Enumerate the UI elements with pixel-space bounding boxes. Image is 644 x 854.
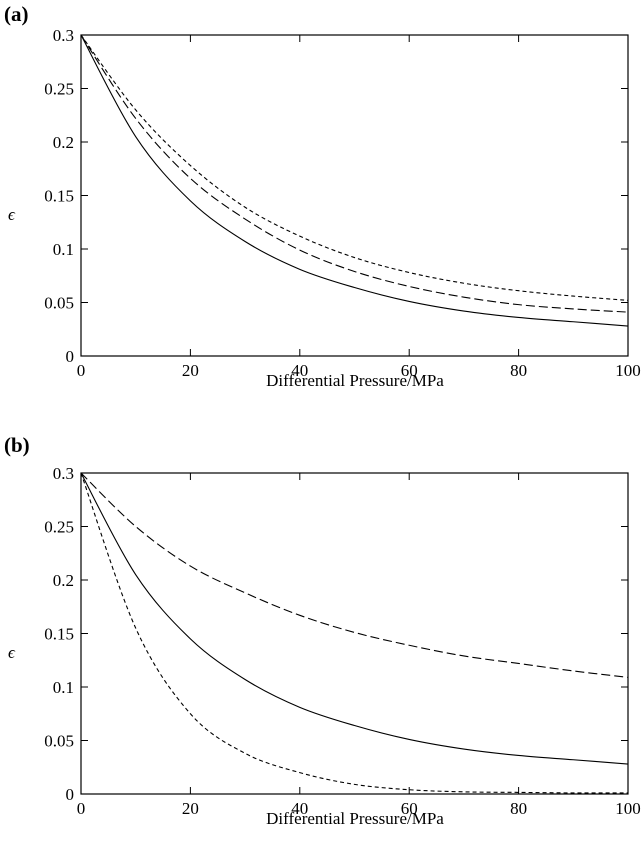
- x-tick-label: 40: [291, 799, 308, 818]
- y-tick-label: 0: [66, 785, 75, 804]
- series-line-long-dash: [80, 34, 629, 313]
- x-tick-label: 20: [182, 799, 199, 818]
- series-line-solid: [80, 472, 629, 765]
- series-line-solid: [80, 34, 629, 327]
- x-tick-label: 60: [401, 361, 418, 380]
- x-tick-label: 0: [77, 361, 86, 380]
- x-tick-label: 100: [615, 799, 641, 818]
- y-tick-label: 0: [66, 347, 75, 366]
- x-tick-label: 40: [291, 361, 308, 380]
- y-tick-label: 0.3: [53, 26, 74, 45]
- y-tick-label: 0.15: [44, 625, 74, 644]
- x-tick-label: 100: [615, 361, 641, 380]
- y-tick-label: 0.1: [53, 678, 74, 697]
- panel-label: (a): [4, 2, 29, 26]
- series-line-short-dash: [80, 472, 629, 794]
- y-tick-label: 0.3: [53, 464, 74, 483]
- y-tick-label: 0.2: [53, 133, 74, 152]
- panel-b: (b) ϵ Differential Pressure/MPa 0 20 40 60 8…: [4, 433, 641, 828]
- plot-area: 0 20 40 60 80 100 0 0.05 0.1 0.15 0.2 0.25 0.3: [44, 464, 641, 818]
- y-tick-label: 0.1: [53, 240, 74, 259]
- y-tick-label: 0.25: [44, 518, 74, 537]
- plot-area: 0 20 40 60 80 100 0 0.05 0.1 0.15 0.2 0.25 0.3: [44, 26, 641, 380]
- x-tick-label: 80: [510, 361, 527, 380]
- series-line-short-dash: [80, 34, 629, 301]
- panel-label: (b): [4, 433, 30, 457]
- x-axis-label: Differential Pressure/MPa: [266, 809, 444, 828]
- x-axis-label: Differential Pressure/MPa: [266, 371, 444, 390]
- plot-frame: [80, 34, 629, 357]
- y-tick-label: 0.05: [44, 732, 74, 751]
- x-tick-label: 0: [77, 799, 86, 818]
- y-tick-label: 0.25: [44, 80, 74, 99]
- y-tick-label: 0.15: [44, 187, 74, 206]
- y-tick-label: 0.2: [53, 571, 74, 590]
- series-line-long-dash: [80, 472, 629, 678]
- x-tick-label: 20: [182, 361, 199, 380]
- plot-frame: [80, 472, 629, 795]
- panel-a: (a) ϵ Differential Pressure/MPa 0 20 40 60 8…: [4, 2, 641, 390]
- y-axis-label: ϵ: [8, 205, 16, 224]
- x-tick-label: 60: [401, 799, 418, 818]
- y-axis-label: ϵ: [8, 643, 16, 662]
- y-tick-label: 0.05: [44, 294, 74, 313]
- x-tick-label: 80: [510, 799, 527, 818]
